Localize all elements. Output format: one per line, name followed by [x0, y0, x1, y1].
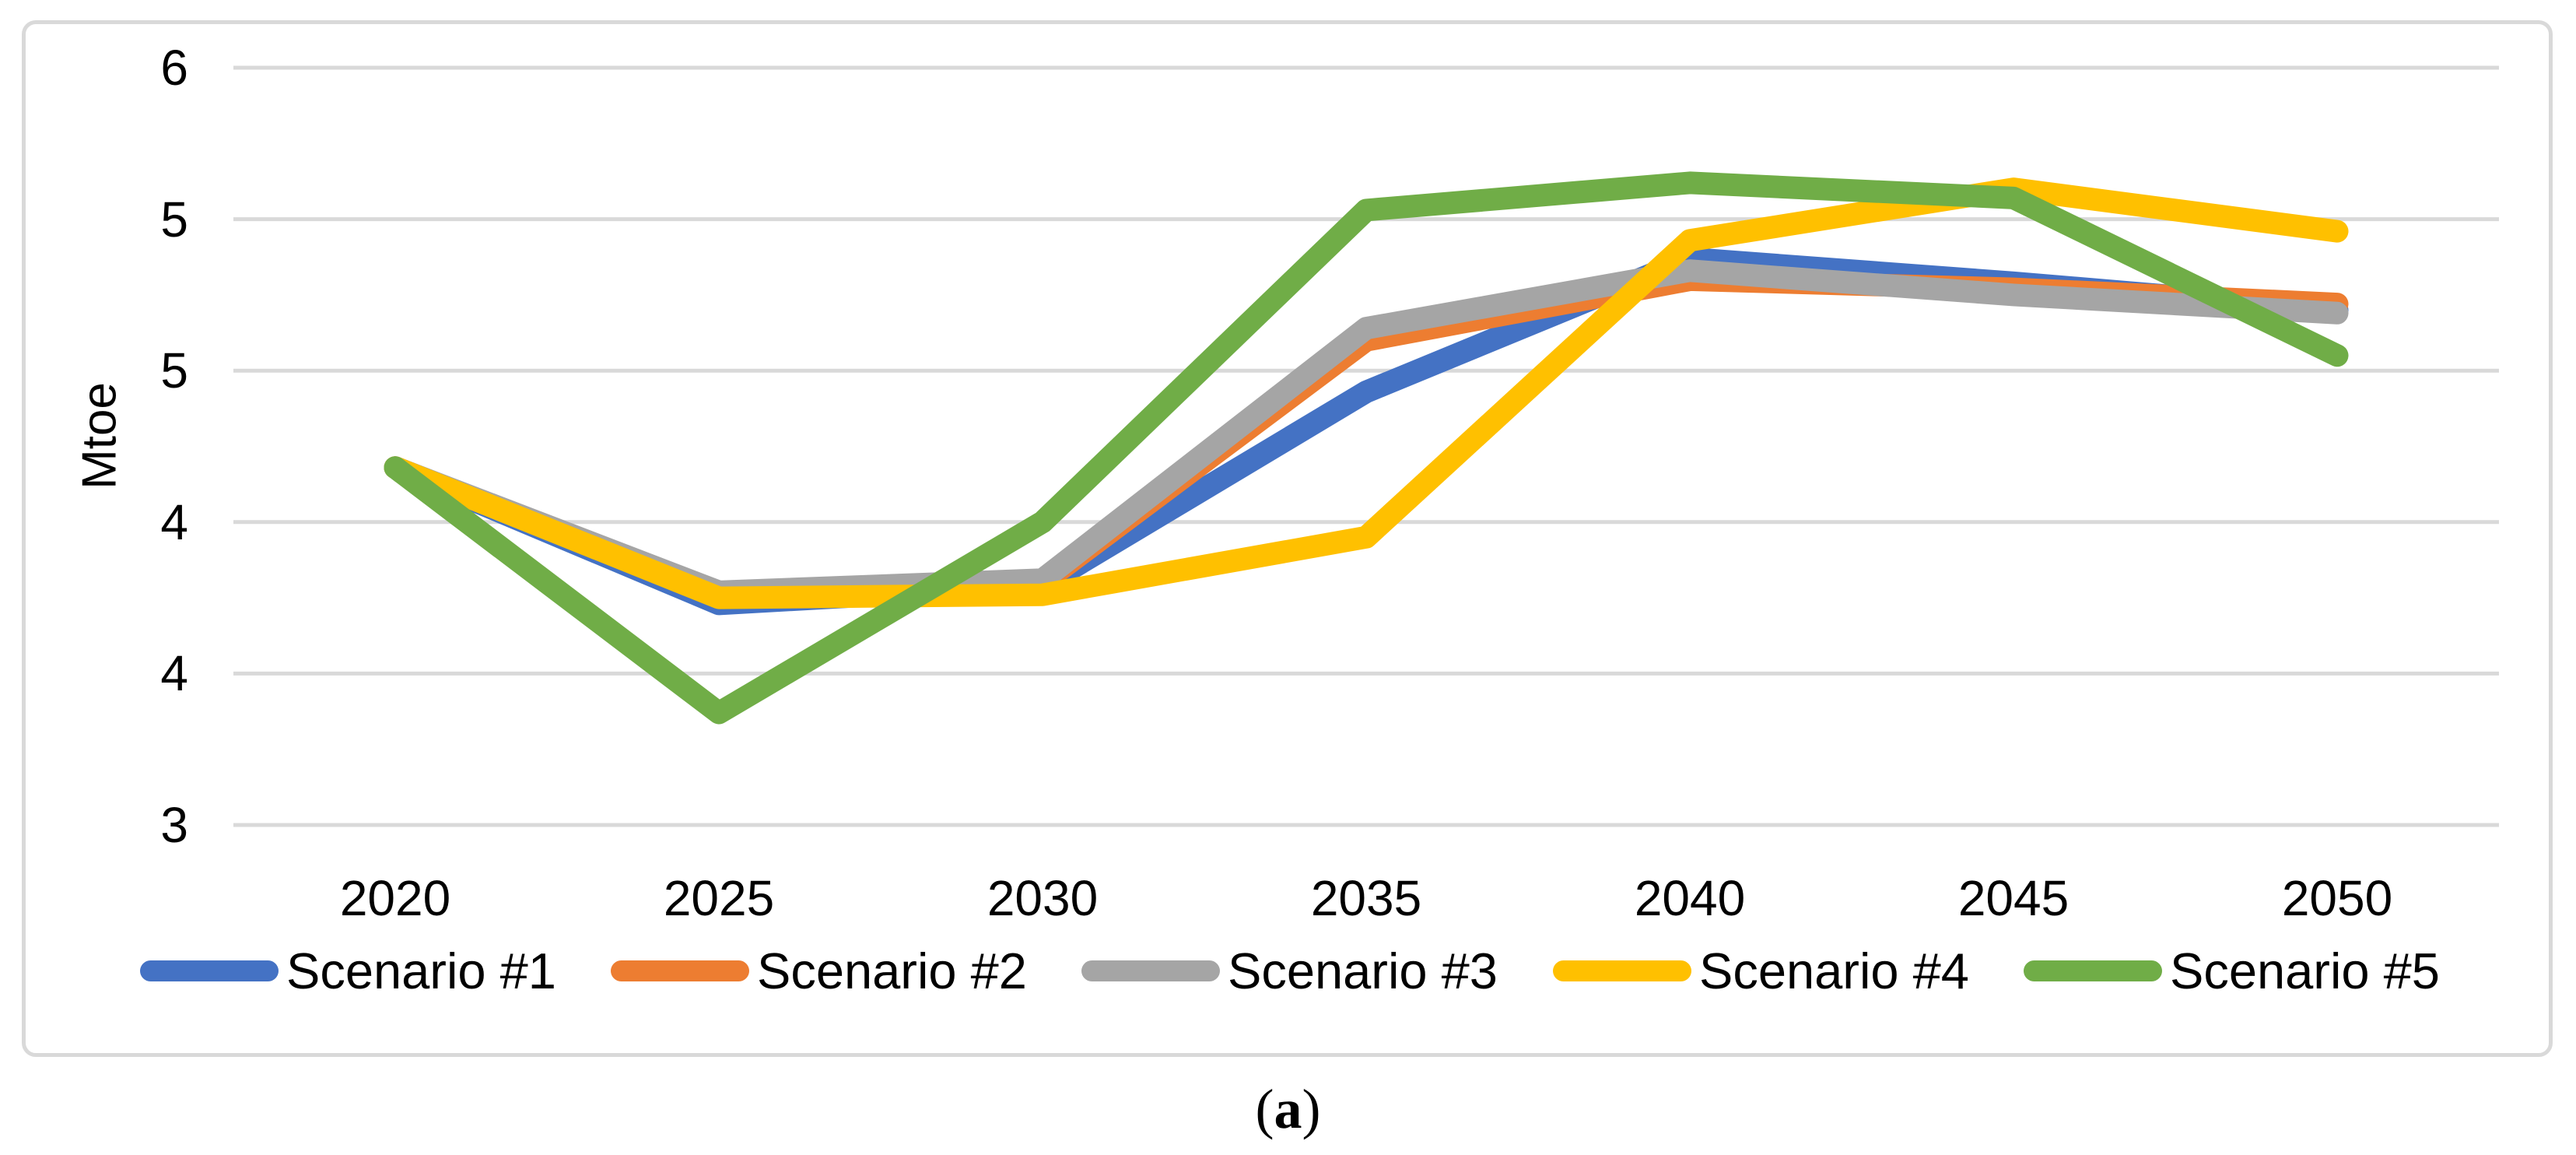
caption-paren-open: (	[1255, 1078, 1274, 1140]
caption-paren-close: )	[1302, 1078, 1321, 1140]
x-tick-label: 2020	[339, 870, 451, 926]
figure-caption: (a)	[0, 1077, 2576, 1142]
legend-swatch-icon	[611, 960, 749, 981]
legend-item-scenario-1: Scenario #1	[140, 939, 556, 1002]
y-tick-label: 5	[160, 191, 188, 248]
legend-item-scenario-3: Scenario #3	[1081, 939, 1498, 1002]
caption-letter: a	[1274, 1078, 1302, 1140]
y-tick-label: 6	[160, 40, 188, 96]
legend-label: Scenario #2	[757, 942, 1027, 999]
x-tick-label: 2025	[663, 870, 775, 926]
legend-item-scenario-5: Scenario #5	[2024, 939, 2440, 1002]
x-tick-label: 2030	[987, 870, 1099, 926]
legend-swatch-icon	[2024, 960, 2162, 981]
y-tick-label: 4	[160, 493, 188, 550]
legend-label: Scenario #3	[1228, 942, 1498, 999]
y-tick-label: 3	[160, 797, 188, 853]
legend-swatch-icon	[1081, 960, 1220, 981]
legend-label: Scenario #5	[2170, 942, 2440, 999]
x-tick-label: 2040	[1634, 870, 1746, 926]
legend-item-scenario-2: Scenario #2	[611, 939, 1027, 1002]
legend-swatch-icon	[140, 960, 279, 981]
legend-label: Scenario #4	[1699, 942, 1969, 999]
y-tick-label: 4	[160, 645, 188, 702]
legend-item-scenario-4: Scenario #4	[1553, 939, 1969, 1002]
legend-label: Scenario #1	[286, 942, 556, 999]
y-tick-label: 5	[160, 342, 188, 399]
legend-swatch-icon	[1553, 960, 1691, 981]
x-tick-label: 2035	[1310, 870, 1422, 926]
x-tick-label: 2050	[2281, 870, 2393, 926]
series-line-scenario-5	[384, 171, 2349, 725]
series-line-scenario-1	[384, 247, 2349, 616]
x-tick-label: 2045	[1957, 870, 2070, 926]
